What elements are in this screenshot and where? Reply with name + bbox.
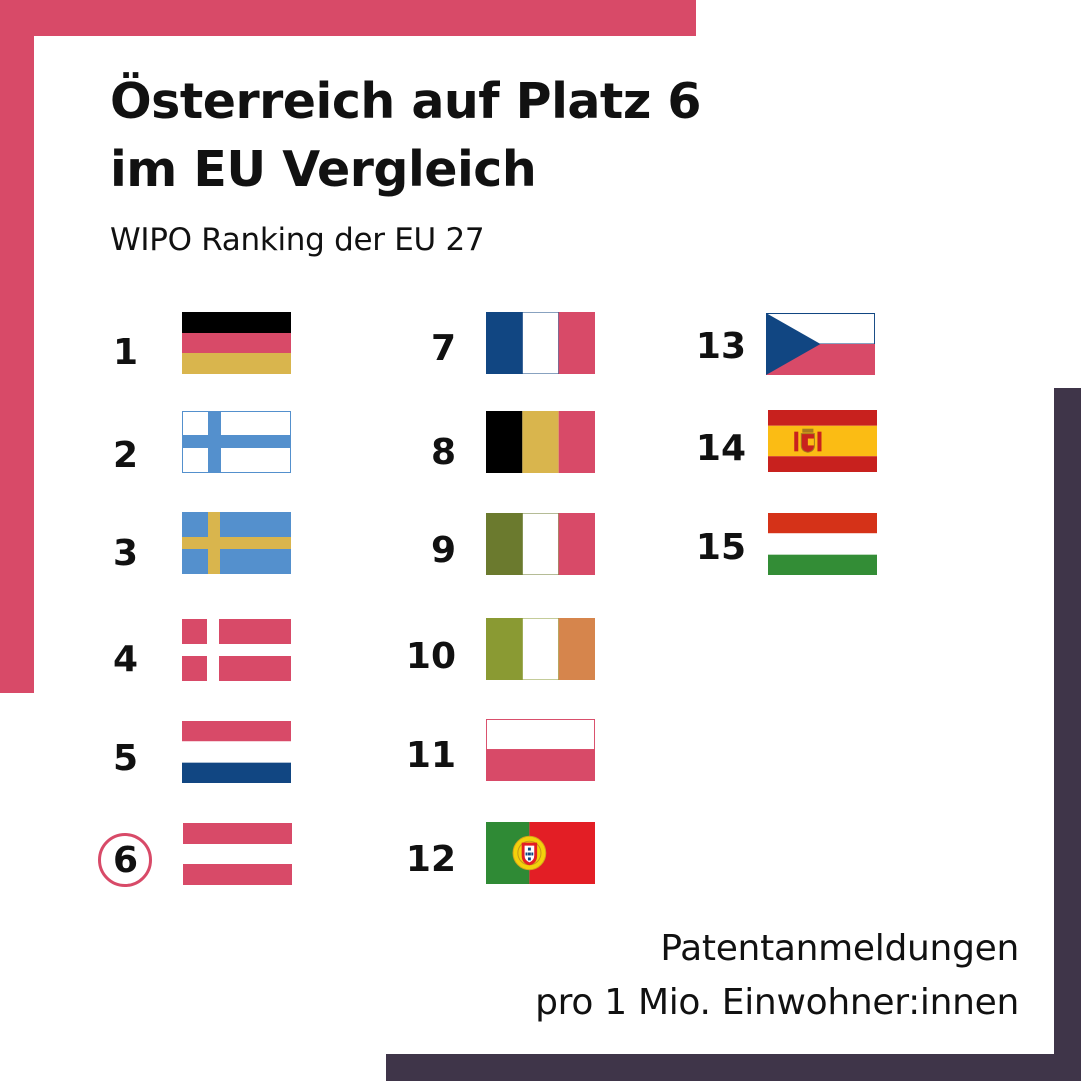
title-line-2: im EU Vergleich <box>110 136 701 204</box>
rank-label: 7 <box>376 327 456 371</box>
dark-frame-right <box>1054 388 1081 1081</box>
hungary-flag-icon <box>768 513 877 575</box>
dark-frame-bottom <box>386 1054 1081 1081</box>
rank-label: 13 <box>666 325 746 369</box>
rank-label: 8 <box>376 431 456 475</box>
denmark-flag-icon <box>182 619 291 681</box>
italy-flag-icon <box>486 513 595 575</box>
rank-label: 10 <box>376 635 456 679</box>
footnote-line-2: pro 1 Mio. Einwohner:innen <box>535 976 1019 1030</box>
france-flag-icon <box>486 312 595 374</box>
rank-label-highlighted: 6 <box>58 839 138 883</box>
austria-flag-icon <box>183 823 292 885</box>
rank-label: 1 <box>58 331 138 375</box>
netherlands-flag-icon <box>182 721 291 783</box>
rank-label: 11 <box>376 734 456 778</box>
pink-frame-left <box>0 0 34 693</box>
rank-label: 3 <box>58 532 138 576</box>
page-title: Österreich auf Platz 6 im EU Vergleich <box>110 68 701 204</box>
subtitle: WIPO Ranking der EU 27 <box>110 222 484 258</box>
rank-label: 2 <box>58 434 138 478</box>
pink-frame-top <box>0 0 696 36</box>
rank-label: 12 <box>376 838 456 882</box>
footnote: Patentanmeldungen pro 1 Mio. Einwohner:i… <box>535 922 1019 1030</box>
rank-label: 9 <box>376 529 456 573</box>
footnote-line-1: Patentanmeldungen <box>535 922 1019 976</box>
sweden-flag-icon <box>182 512 291 574</box>
ireland-flag-icon <box>486 618 595 680</box>
portugal-flag-icon <box>486 822 595 884</box>
finland-flag-icon <box>182 411 291 473</box>
germany-flag-icon <box>182 312 291 374</box>
rank-label: 5 <box>58 737 138 781</box>
title-line-1: Österreich auf Platz 6 <box>110 68 701 136</box>
poland-flag-icon <box>486 719 595 781</box>
rank-label: 14 <box>666 427 746 471</box>
rank-label: 15 <box>666 526 746 570</box>
spain-flag-icon <box>768 410 877 472</box>
belgium-flag-icon <box>486 411 595 473</box>
rank-label: 4 <box>58 638 138 682</box>
czechia-flag-icon <box>766 313 875 375</box>
